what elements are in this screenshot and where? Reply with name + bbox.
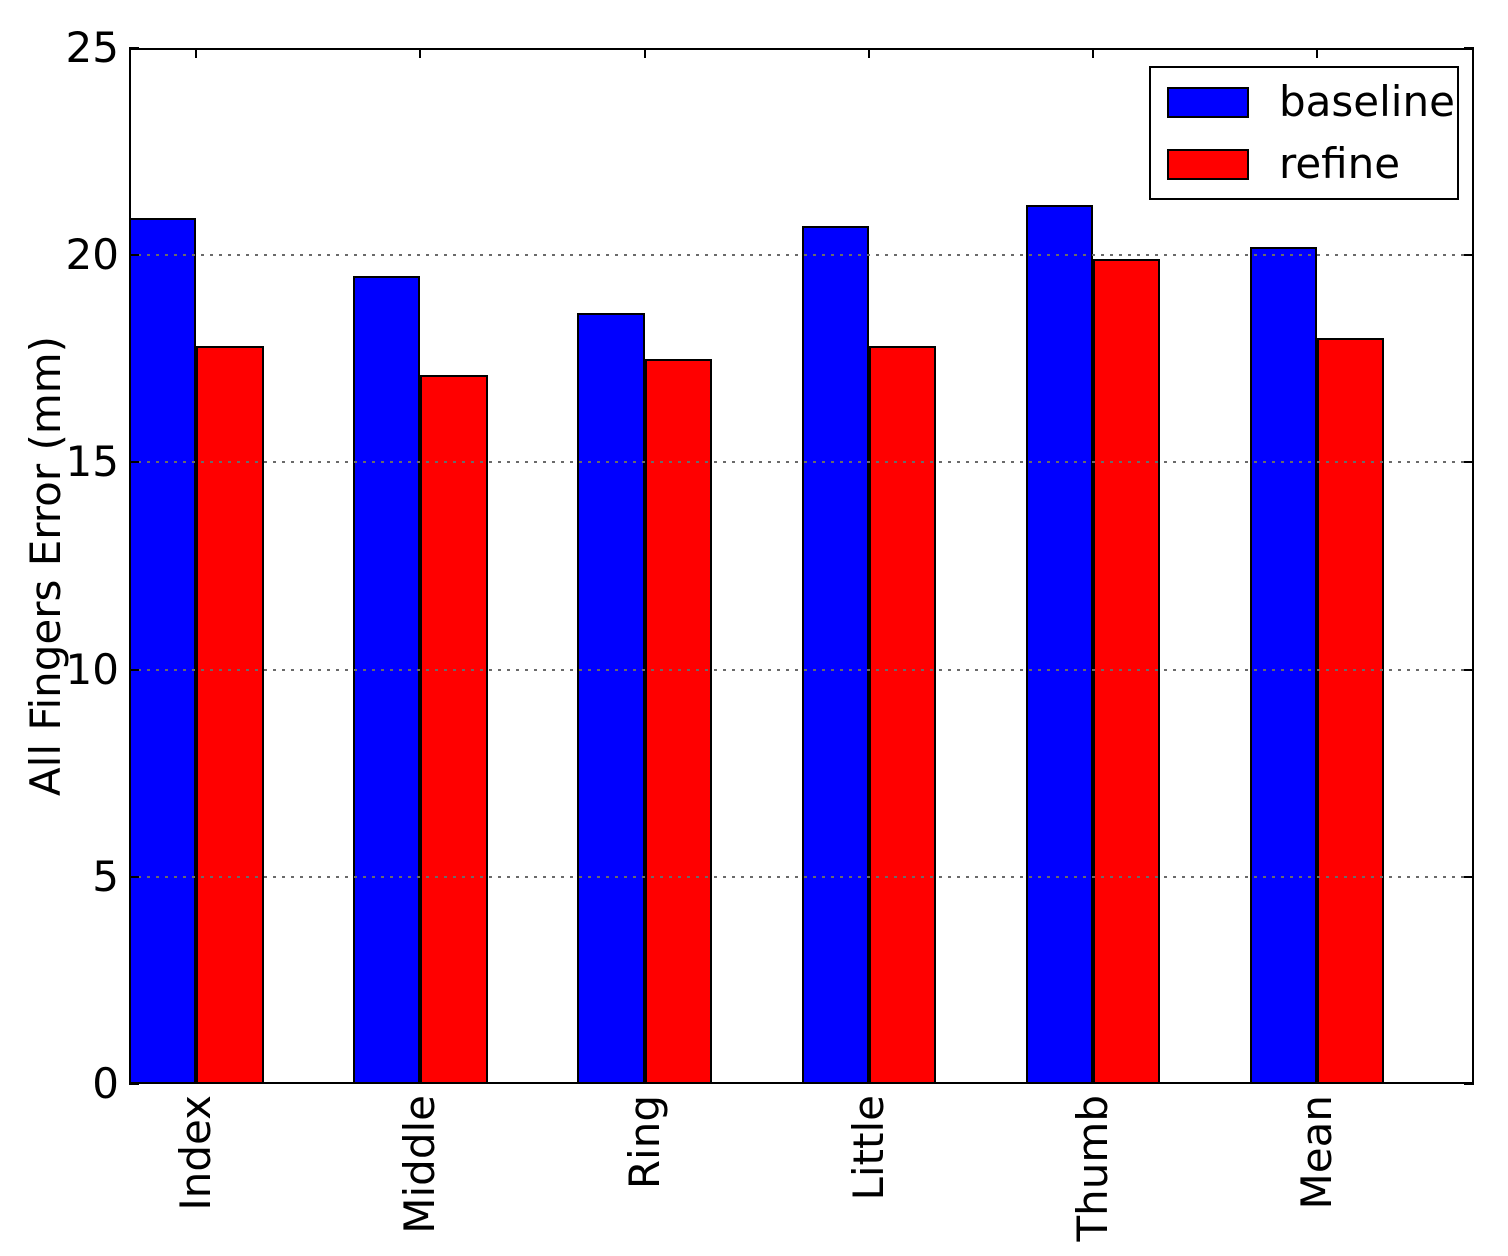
x-tick-bottom [1316,1074,1319,1084]
x-tick-label-little: Little [844,1095,975,1201]
y-tick-right [1464,47,1474,49]
x-tick-bottom [867,1074,870,1084]
legend-label-refine: refine [1279,139,1401,188]
gridline-y-15 [129,461,1474,464]
x-tick-bottom [195,1074,198,1084]
x-tick-label-text: Thumb [1067,1095,1117,1242]
bar-refine-little [868,346,936,1084]
legend-swatch-refine [1167,148,1249,180]
y-tick-left [129,1083,139,1085]
gridline-y-10 [129,668,1474,671]
bar-refine-middle [420,375,488,1084]
x-tick-label-text: Index [171,1095,221,1211]
x-tick-bottom [419,1074,422,1084]
bar-baseline-little [801,226,869,1084]
x-tick-label-thumb: Thumb [1068,1095,1239,1241]
legend: baseline refine [1149,66,1459,200]
y-tick-label-20: 20 [65,230,119,280]
y-tick-right [1464,668,1474,671]
y-tick-label-10: 10 [65,644,119,694]
bar-refine-thumb [1092,259,1161,1084]
gridline-y-20 [129,254,1474,257]
y-tick-right [1464,254,1474,257]
bar-refine-ring [644,358,712,1084]
legend-item-baseline: baseline [1151,71,1457,133]
x-tick-label-text: Mean [1291,1095,1341,1210]
x-tick-top [867,48,870,58]
x-tick-label-index: Index [171,1095,312,1211]
y-tick-label-5: 5 [92,851,119,901]
y-tick-left [129,254,139,257]
bar-refine-index [196,346,264,1084]
x-tick-label-middle: Middle [395,1095,559,1234]
bar-baseline-middle [353,275,421,1084]
x-tick-label-mean: Mean [1292,1095,1431,1209]
y-tick-left [129,461,139,464]
x-tick-top [643,48,646,58]
y-tick-label-15: 15 [65,437,119,487]
y-axis-label-text: All Fingers Error (mm) [21,335,70,797]
x-tick-bottom [1091,1074,1094,1084]
gridline-y-5 [129,875,1474,878]
ticks-layer [129,47,1474,1085]
x-tick-top [1316,48,1319,58]
x-tick-label-text: Little [843,1095,893,1201]
x-tick-label-ring: Ring [619,1095,739,1189]
y-tick-label-25: 25 [65,23,119,72]
y-tick-right [1464,875,1474,878]
y-tick-right [1464,1083,1474,1085]
plot-area: baseline refine [129,47,1474,1085]
y-tick-left [129,875,139,878]
x-tick-label-text: Middle [395,1095,445,1234]
x-tick-top [1091,48,1094,58]
legend-item-refine: refine [1151,133,1457,195]
y-tick-right [1464,461,1474,464]
bar-baseline-thumb [1025,205,1093,1084]
x-tick-top [195,48,198,58]
y-tick-left [129,47,139,49]
y-tick-label-0: 0 [92,1059,119,1108]
x-tick-label-text: Ring [619,1095,669,1190]
bar-baseline-mean [1249,246,1318,1084]
legend-swatch-baseline [1167,86,1249,118]
legend-label-baseline: baseline [1279,77,1455,126]
grid-layer [129,48,1474,1084]
x-tick-bottom [643,1074,646,1084]
y-tick-left [129,668,139,671]
x-tick-top [419,48,422,58]
bars-layer [129,48,1474,1084]
